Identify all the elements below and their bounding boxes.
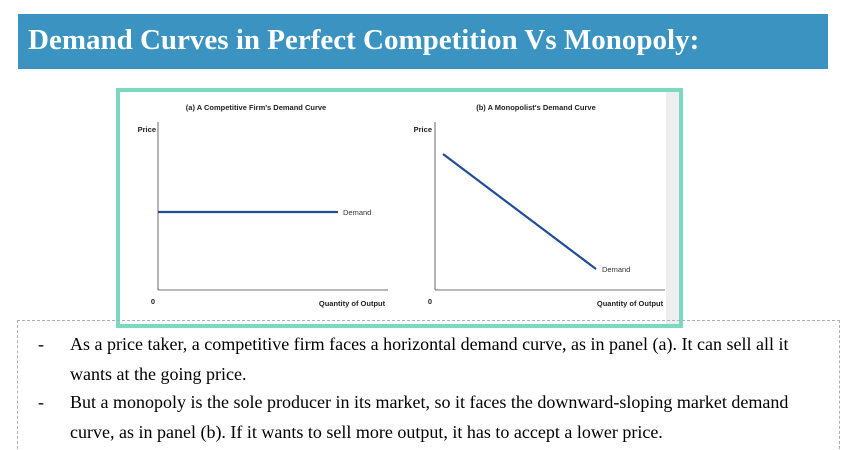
panel-b-x-label: Quantity of Output xyxy=(597,299,664,308)
panel-a-y-label: Price xyxy=(138,125,156,134)
bullet-text: As a price taker, a competitive firm fac… xyxy=(70,334,789,384)
figure-shadow-strip xyxy=(666,92,679,324)
panel-a-caption: (a) A Competitive Firm's Demand Curve xyxy=(186,103,326,112)
panel-b: (b) A Monopolist's Demand Curve Price 0 … xyxy=(414,103,665,308)
panel-a: (a) A Competitive Firm's Demand Curve Pr… xyxy=(138,103,388,308)
panel-a-demand-label: Demand xyxy=(343,208,371,217)
panel-b-caption: (b) A Monopolist's Demand Curve xyxy=(476,103,596,112)
panel-b-y-label: Price xyxy=(414,125,432,134)
panel-b-origin-label: 0 xyxy=(428,297,432,306)
panel-a-x-label: Quantity of Output xyxy=(319,299,386,308)
figure-svg: (a) A Competitive Firm's Demand Curve Pr… xyxy=(138,92,679,324)
bullet-marker: - xyxy=(38,392,44,412)
panel-b-demand-label: Demand xyxy=(602,265,630,274)
panel-a-origin-label: 0 xyxy=(151,297,155,306)
bullet-marker: - xyxy=(38,334,44,354)
panel-b-demand-curve xyxy=(442,153,597,270)
demand-curves-figure: (a) A Competitive Firm's Demand Curve Pr… xyxy=(116,88,683,328)
title-banner: Demand Curves in Perfect Competition Vs … xyxy=(18,14,828,69)
page-title: Demand Curves in Perfect Competition Vs … xyxy=(28,24,700,56)
bullet-text: But a monopoly is the sole producer in i… xyxy=(70,392,789,442)
bullet-list: - As a price taker, a competitive firm f… xyxy=(17,320,840,449)
